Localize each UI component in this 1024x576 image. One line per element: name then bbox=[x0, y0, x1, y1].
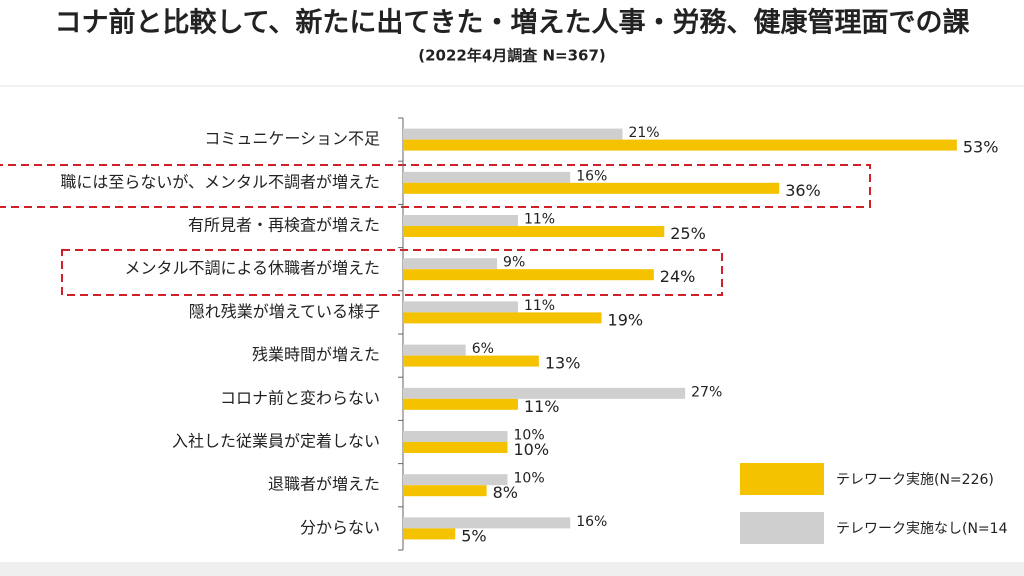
category-label: 分からない bbox=[300, 518, 380, 537]
value-label: 11% bbox=[524, 397, 560, 416]
value-label: 13% bbox=[545, 354, 581, 373]
legend-swatch bbox=[740, 463, 824, 495]
value-label: 9% bbox=[503, 255, 525, 271]
value-label: 19% bbox=[608, 310, 644, 329]
value-label: 6% bbox=[472, 341, 494, 357]
value-label: 10% bbox=[514, 471, 545, 487]
category-label: 隠れ残業が増えている様子 bbox=[189, 302, 380, 321]
bar bbox=[403, 431, 508, 442]
bar bbox=[403, 128, 623, 140]
bar bbox=[403, 269, 654, 281]
category-label: 職には至らないが、メンタル不調者が増えた bbox=[60, 172, 380, 191]
value-label: 24% bbox=[660, 267, 696, 286]
legend-swatch bbox=[740, 512, 824, 544]
bar bbox=[403, 301, 518, 313]
value-label: 5% bbox=[461, 526, 486, 545]
value-label: 10% bbox=[514, 440, 550, 459]
bar bbox=[403, 528, 456, 540]
bar bbox=[403, 139, 957, 151]
value-label: 11% bbox=[524, 298, 555, 314]
footer-band bbox=[0, 562, 1024, 576]
legend-label: テレワーク実施(N=226) bbox=[836, 472, 994, 488]
legend-label: テレワーク実施なし(N=14 bbox=[836, 521, 1008, 537]
bar bbox=[403, 517, 571, 529]
value-label: 27% bbox=[691, 384, 722, 400]
category-label: 退職者が増えた bbox=[268, 475, 380, 494]
bar bbox=[403, 226, 665, 237]
bar bbox=[403, 215, 518, 226]
category-label: 有所見者・再検査が増えた bbox=[188, 216, 380, 235]
value-label: 11% bbox=[524, 212, 555, 228]
value-label: 36% bbox=[785, 181, 821, 200]
bar bbox=[403, 258, 498, 270]
bar bbox=[403, 387, 686, 399]
bar bbox=[403, 171, 571, 183]
chart-title: コナ前と比較して、新たに出てきた・増えた人事・労務、健康管理面での課 bbox=[54, 7, 970, 39]
category-label: コミュニケーション不足 bbox=[204, 129, 380, 148]
value-label: 21% bbox=[628, 125, 659, 141]
bar bbox=[403, 398, 518, 410]
category-label: メンタル不調による休職者が増えた bbox=[124, 259, 380, 278]
value-label: 10% bbox=[514, 428, 545, 444]
bar bbox=[403, 442, 508, 453]
bar bbox=[403, 485, 487, 497]
chart-subtitle: (2022年4月調査 N=367) bbox=[418, 47, 606, 65]
bar bbox=[403, 312, 602, 324]
value-label: 16% bbox=[576, 514, 607, 530]
value-label: 53% bbox=[963, 138, 999, 157]
category-label: 残業時間が増えた bbox=[252, 345, 380, 364]
value-label: 25% bbox=[670, 224, 706, 243]
bar bbox=[403, 182, 780, 194]
bar bbox=[403, 474, 508, 486]
category-label: コロナ前と変わらない bbox=[220, 388, 380, 407]
bar bbox=[403, 355, 539, 367]
highlight-box bbox=[0, 164, 871, 208]
bar bbox=[403, 344, 466, 356]
value-label: 16% bbox=[576, 168, 607, 184]
value-label: 8% bbox=[493, 483, 518, 502]
highlight-box bbox=[61, 249, 723, 296]
category-label: 入社した従業員が定着しない bbox=[172, 432, 380, 451]
